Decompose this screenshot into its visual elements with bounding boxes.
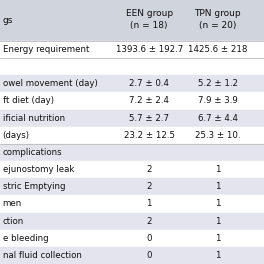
Text: Energy requirement: Energy requirement [3, 45, 89, 54]
Text: ificial nutrition: ificial nutrition [3, 114, 65, 123]
Text: 1: 1 [215, 251, 220, 260]
Text: (days): (days) [3, 131, 30, 140]
Bar [0, 161, 264, 178]
Bar [0, 41, 264, 58]
Text: stric Emptying: stric Emptying [3, 182, 65, 191]
Bar [0, 213, 264, 230]
Bar [0, 247, 264, 264]
Bar [0, 0, 264, 41]
Text: ft diet (day): ft diet (day) [3, 96, 54, 106]
Text: TPN group: TPN group [195, 9, 241, 18]
Text: 1: 1 [215, 199, 220, 209]
Text: 6.7 ± 4.4: 6.7 ± 4.4 [198, 114, 238, 123]
Text: 23.2 ± 12.5: 23.2 ± 12.5 [124, 131, 175, 140]
Bar [0, 144, 264, 161]
Text: complications: complications [3, 148, 62, 157]
Text: nal fluid collection: nal fluid collection [3, 251, 82, 260]
Text: gs: gs [3, 16, 13, 25]
Text: 1: 1 [147, 199, 152, 209]
Text: (n = 18): (n = 18) [130, 21, 168, 30]
Bar [0, 92, 264, 110]
Bar [0, 127, 264, 144]
Bar [0, 75, 264, 92]
Text: 7.2 ± 2.4: 7.2 ± 2.4 [129, 96, 169, 106]
Text: owel movement (day): owel movement (day) [3, 79, 97, 88]
Text: ejunostomy leak: ejunostomy leak [3, 165, 74, 174]
Text: 5.2 ± 1.2: 5.2 ± 1.2 [198, 79, 238, 88]
Text: 0: 0 [147, 234, 152, 243]
Text: 2: 2 [147, 216, 152, 226]
Text: 5.7 ± 2.7: 5.7 ± 2.7 [129, 114, 169, 123]
Text: 1393.6 ± 192.7: 1393.6 ± 192.7 [116, 45, 183, 54]
Bar [0, 58, 264, 75]
Text: 1: 1 [215, 234, 220, 243]
Text: 25.3 ± 10.: 25.3 ± 10. [195, 131, 241, 140]
Text: 1: 1 [215, 165, 220, 174]
Text: 1: 1 [215, 182, 220, 191]
Text: (n = 20): (n = 20) [199, 21, 237, 30]
Bar [0, 195, 264, 213]
Text: men: men [3, 199, 22, 209]
Bar [0, 178, 264, 195]
Text: 2: 2 [147, 182, 152, 191]
Text: 0: 0 [147, 251, 152, 260]
Text: 2.7 ± 0.4: 2.7 ± 0.4 [129, 79, 169, 88]
Text: ction: ction [3, 216, 24, 226]
Text: 1: 1 [215, 216, 220, 226]
Text: e bleeding: e bleeding [3, 234, 48, 243]
Bar [0, 230, 264, 247]
Text: 1425.6 ± 218: 1425.6 ± 218 [188, 45, 247, 54]
Text: 2: 2 [147, 165, 152, 174]
Text: EEN group: EEN group [126, 9, 173, 18]
Bar [0, 110, 264, 127]
Text: 7.9 ± 3.9: 7.9 ± 3.9 [198, 96, 238, 106]
